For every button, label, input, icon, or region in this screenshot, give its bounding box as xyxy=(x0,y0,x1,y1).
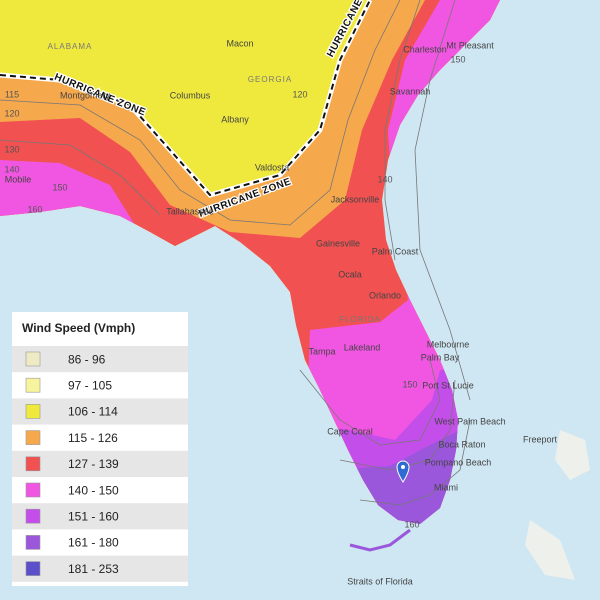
city-label: Gainesville xyxy=(316,238,360,248)
city-label: Pompano Beach xyxy=(425,457,492,467)
legend: 86 - 96 97 - 105 106 - 114 115 - 126 127 - 1… xyxy=(12,346,188,582)
legend-swatch xyxy=(25,508,41,524)
contour-label: 115 xyxy=(5,89,19,99)
city-label: Valdosta xyxy=(255,162,289,172)
contour-label: 160 xyxy=(27,204,42,214)
legend-swatch xyxy=(25,561,41,576)
legend-row xyxy=(12,398,188,425)
legend-row xyxy=(12,450,188,477)
legend-row xyxy=(12,346,188,373)
city-label: Jacksonville xyxy=(331,194,380,204)
legend-row xyxy=(12,555,188,582)
location-pin xyxy=(396,460,410,483)
contour-label: 150 xyxy=(52,182,67,192)
state-label: FLORIDA xyxy=(339,315,381,324)
legend-swatch xyxy=(25,430,41,445)
city-label: Montgomery xyxy=(60,90,111,100)
city-label: Macon xyxy=(226,38,253,48)
legend-swatch xyxy=(25,377,41,393)
contour-label: 140 xyxy=(4,164,19,174)
legend-swatch xyxy=(25,535,41,550)
legend-label: 140 - 150 xyxy=(68,483,119,497)
legend-label: 86 - 96 xyxy=(68,352,106,366)
hurricane-zone-line xyxy=(0,0,371,197)
legend-title: Wind Speed (Vmph) xyxy=(22,321,135,335)
state-label: GEORGIA xyxy=(248,75,292,84)
legend-label: 106 - 114 xyxy=(68,405,118,419)
city-label: Palm Coast xyxy=(372,246,419,256)
contour-label: 160 xyxy=(404,519,419,529)
contour-label: 120 xyxy=(292,89,307,99)
legend-row xyxy=(12,503,188,530)
legend-label: 161 - 180 xyxy=(68,536,119,550)
city-label: Miami xyxy=(434,482,458,492)
legend-label: 181 - 253 xyxy=(68,562,119,576)
city-label: Charleston xyxy=(403,44,447,54)
city-label: Boca Raton xyxy=(438,439,485,449)
contour-label: 120 xyxy=(4,108,19,118)
city-label: Tallahassee xyxy=(166,206,214,216)
city-label: Tampa xyxy=(308,346,335,356)
city-label: Port St Lucie xyxy=(422,380,474,390)
legend-label: 127 - 139 xyxy=(68,457,119,471)
city-label: Lakeland xyxy=(344,342,381,352)
city-label: Palm Bay xyxy=(421,352,460,362)
city-label: Albany xyxy=(221,114,249,124)
city-label: Cape Coral xyxy=(327,426,373,436)
legend-swatch xyxy=(25,482,41,498)
contour-label: 140 xyxy=(377,174,392,184)
city-label: Freeport xyxy=(523,434,558,444)
city-label: Mobile xyxy=(5,174,32,184)
contours xyxy=(0,0,471,506)
city-label: Ocala xyxy=(338,269,362,279)
contour-label: 150 xyxy=(402,379,417,389)
legend-label: 115 - 126 xyxy=(68,431,118,445)
city-label: West Palm Beach xyxy=(434,416,505,426)
legend-swatch xyxy=(25,456,41,472)
keys xyxy=(349,528,411,552)
legend-label: 97 - 105 xyxy=(68,378,112,392)
city-label: Melbourne xyxy=(427,339,470,349)
legend-label: 151 - 160 xyxy=(68,509,119,523)
contour-label: 130 xyxy=(4,144,19,154)
city-label: Mt Pleasant xyxy=(446,40,494,50)
legend-swatch xyxy=(25,351,41,367)
city-label: Columbus xyxy=(170,90,211,100)
city-label: Savannah xyxy=(390,86,431,96)
bahamas xyxy=(525,430,590,580)
legend-swatch xyxy=(25,404,41,419)
city-label: Orlando xyxy=(369,290,401,300)
city-label: Straits of Florida xyxy=(347,576,413,586)
contour-label: 150 xyxy=(450,54,465,64)
state-label: ALABAMA xyxy=(48,42,93,51)
